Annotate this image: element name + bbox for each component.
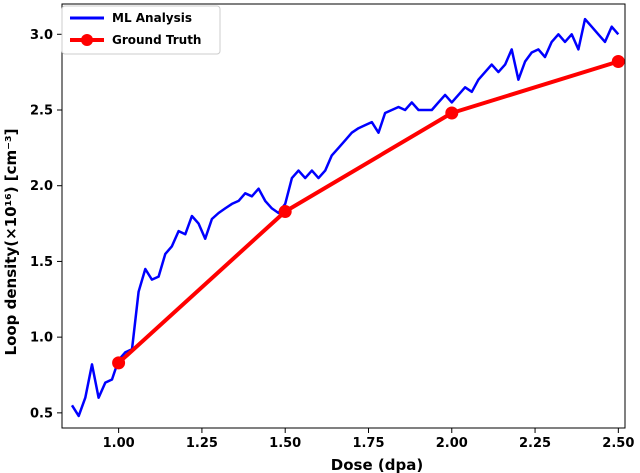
x-tick-label: 1.75	[352, 436, 384, 451]
y-tick-label: 1.5	[30, 255, 53, 270]
x-tick-label: 2.25	[519, 436, 551, 451]
x-tick-label: 1.25	[186, 436, 218, 451]
x-tick-label: 1.50	[269, 436, 301, 451]
plot-frame	[61, 3, 626, 429]
axes: 1.00 1.25 1.50 1.75 2.00 2.25 2.50 0.5 1.0 1.5 2.0…	[30, 3, 634, 451]
x-tick-label: 2.00	[436, 436, 468, 451]
legend-marker-ground-truth	[81, 34, 93, 46]
data-point-ground-truth	[445, 106, 459, 120]
y-tick-label: 2.5	[30, 104, 53, 119]
series-line-ground-truth	[117, 59, 619, 365]
y-tick-label: 1.0	[30, 331, 53, 346]
x-axis-title: Dose (dpa)	[331, 456, 423, 473]
legend: ML Analysis Ground Truth	[61, 5, 221, 55]
y-tick-label: 2.0	[30, 179, 53, 194]
x-tick-label: 2.50	[602, 436, 634, 451]
x-tick-label: 1.00	[103, 436, 135, 451]
data-point-ground-truth	[112, 356, 126, 370]
y-tick-label: 3.0	[30, 28, 53, 43]
data-point-ground-truth	[611, 55, 625, 68]
data-point-ground-truth	[278, 205, 292, 218]
legend-label-ml-analysis: ML Analysis	[112, 11, 192, 25]
y-tick-label: 0.5	[30, 406, 53, 421]
y-axis-title: Loop density(×10¹⁶) [cm⁻³]	[2, 129, 20, 356]
series-line-ml-analysis	[70, 17, 620, 418]
legend-label-ground-truth: Ground Truth	[112, 33, 201, 47]
plot-area	[70, 17, 625, 418]
